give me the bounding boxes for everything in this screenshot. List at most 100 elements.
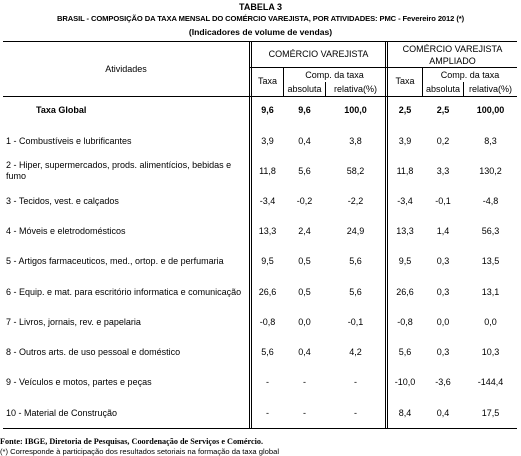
value-cell: -2,2 <box>347 196 364 206</box>
rule <box>250 67 517 68</box>
activity-cell: 2 - Hiper, supermercados, prods. aliment… <box>6 160 232 181</box>
value-cell: 0,4 <box>298 136 311 146</box>
column-header: absoluta <box>287 84 322 94</box>
value-cell: 5,6 <box>298 166 311 176</box>
value-cell: 4,2 <box>349 347 362 357</box>
value-cell: 26,6 <box>258 287 277 297</box>
value-cell: 0,5 <box>298 287 311 297</box>
value-cell: 0,0 <box>298 317 311 327</box>
value-cell: 5,6 <box>349 287 362 297</box>
column-header: Taxa <box>395 76 415 86</box>
value-cell: 13,5 <box>481 256 500 266</box>
column-header: relativa(%) <box>468 84 512 94</box>
value-cell: 0,4 <box>298 347 311 357</box>
value-cell: 9,5 <box>261 256 274 266</box>
value-cell: - <box>303 408 306 418</box>
rule <box>251 41 252 428</box>
value-cell: 2,5 <box>398 105 412 115</box>
value-cell: 24,9 <box>346 226 365 236</box>
value-cell: 2,4 <box>298 226 311 236</box>
table-subtitle: (Indicadores de volume de vendas) <box>188 27 333 37</box>
rule <box>422 67 423 96</box>
value-cell: 5,6 <box>398 347 412 357</box>
rule <box>3 428 517 429</box>
value-cell: -0,8 <box>259 317 276 327</box>
value-cell: - <box>354 377 357 387</box>
value-cell: -0,8 <box>397 317 413 327</box>
activity-cell: 10 - Material de Construção <box>6 407 118 418</box>
value-cell: 100,00 <box>476 105 505 115</box>
value-cell: 100,0 <box>344 105 367 115</box>
source-note: Fonte: IBGE, Diretoria de Pesquisas, Coo… <box>0 437 264 446</box>
value-cell: 5,6 <box>349 256 362 266</box>
value-cell: 2,5 <box>436 105 450 115</box>
activity-cell: 9 - Veículos e motos, partes e peças <box>6 376 152 387</box>
value-cell: -3,6 <box>435 377 451 387</box>
rule <box>283 67 284 96</box>
value-cell: 0,0 <box>484 317 497 327</box>
column-header: Comp. da taxa <box>305 70 364 80</box>
footnote: (*) Corresponde à participação dos resul… <box>0 447 280 456</box>
activity-cell: 7 - Livros, jornais, rev. e papelaria <box>6 316 141 327</box>
value-cell: 13,3 <box>258 226 277 236</box>
activity-cell: 4 - Móveis e eletrodomésticos <box>6 225 126 236</box>
value-cell: 11,8 <box>396 166 414 176</box>
value-cell: -3,4 <box>259 196 276 206</box>
value-cell: 11,8 <box>259 166 276 176</box>
value-cell: 5,6 <box>261 347 274 357</box>
value-cell: -144,4 <box>477 377 504 387</box>
value-cell: - <box>266 377 269 387</box>
group-header: COMÉRCIO VAREJISTA AMPLIADO <box>402 44 503 66</box>
value-cell: 130,2 <box>479 166 502 176</box>
rule <box>385 41 386 428</box>
value-cell: 0,3 <box>436 287 450 297</box>
value-cell: 13,1 <box>481 287 500 297</box>
rule <box>463 82 464 96</box>
value-cell: 0,5 <box>298 256 311 266</box>
value-cell: 58,2 <box>346 166 365 176</box>
activity-cell: 3 - Tecidos, vest. e calçados <box>6 195 119 206</box>
column-header: Taxa <box>257 76 277 86</box>
value-cell: 8,4 <box>398 408 412 418</box>
value-cell: 1,4 <box>436 226 450 236</box>
value-cell: 0,2 <box>436 136 450 146</box>
value-cell: 13,3 <box>396 226 414 236</box>
value-cell: 8,3 <box>484 136 497 146</box>
value-cell: - <box>303 377 306 387</box>
activity-cell: 1 - Combustíveis e lubrificantes <box>6 135 132 146</box>
activity-cell: Taxa Global <box>36 104 87 115</box>
activity-cell: 6 - Equip. e mat. para escritório inform… <box>6 286 242 297</box>
value-cell: -4,8 <box>482 196 499 206</box>
value-cell: -0,1 <box>435 196 451 206</box>
value-cell: 3,9 <box>398 136 412 146</box>
value-cell: 10,3 <box>481 347 500 357</box>
rule <box>249 41 250 428</box>
activity-cell: 5 - Artigos farmaceuticos, med., ortop. … <box>6 255 224 266</box>
table-label: TABELA 3 <box>238 2 282 12</box>
rule <box>3 41 517 42</box>
value-cell: -0,1 <box>347 317 364 327</box>
value-cell: 26,6 <box>396 287 414 297</box>
column-header: relativa(%) <box>333 84 377 94</box>
activity-cell: 8 - Outros arts. de uso pessoal e domést… <box>6 346 181 357</box>
value-cell: - <box>354 408 357 418</box>
value-cell: -0,2 <box>296 196 313 206</box>
value-cell: 9,6 <box>298 105 311 115</box>
value-cell: 56,3 <box>481 226 500 236</box>
value-cell: - <box>266 408 269 418</box>
value-cell: 9,5 <box>398 256 412 266</box>
value-cell: 3,3 <box>436 166 450 176</box>
value-cell: 17,5 <box>481 408 500 418</box>
value-cell: 3,9 <box>261 136 274 146</box>
rule <box>387 41 388 428</box>
value-cell: 0,4 <box>436 408 450 418</box>
value-cell: 0,0 <box>436 317 450 327</box>
value-cell: 0,3 <box>436 256 450 266</box>
value-cell: 3,8 <box>349 136 362 146</box>
value-cell: -10,0 <box>394 377 416 387</box>
column-header: absoluta <box>425 84 461 94</box>
column-header: Comp. da taxa <box>440 70 500 80</box>
column-header: Atividades <box>105 64 147 74</box>
value-cell: 0,3 <box>436 347 450 357</box>
